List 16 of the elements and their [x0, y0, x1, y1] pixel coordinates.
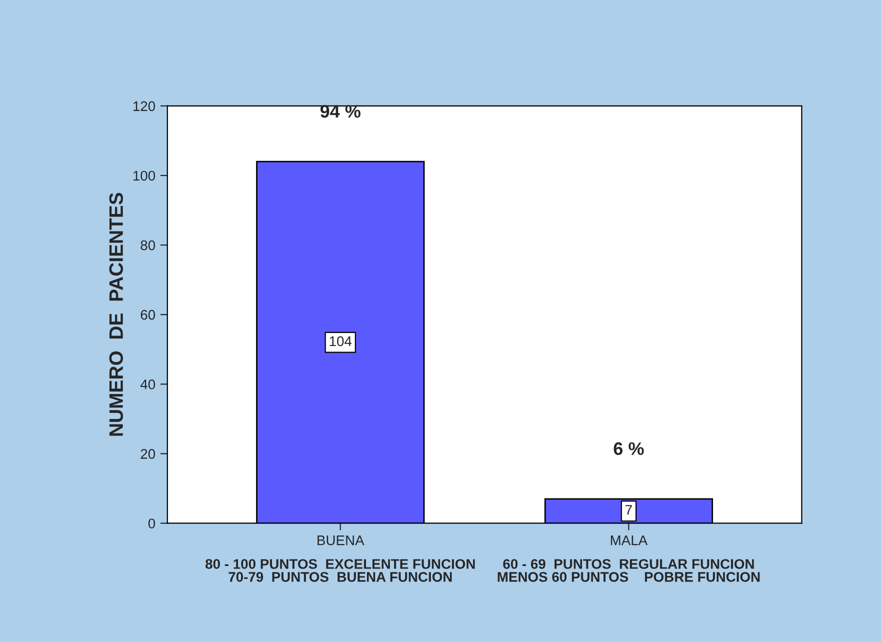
- y-tick-label: 60: [140, 310, 156, 320]
- y-tick-label: 20: [140, 449, 156, 459]
- y-tick-label: 80: [140, 240, 156, 250]
- data-label: 7: [626, 505, 632, 515]
- data-label: 104: [330, 336, 352, 346]
- annotation: 94 %: [320, 104, 360, 118]
- x-tick-label: BUENA: [318, 536, 364, 546]
- text: 80 - 100 PUNTOS EXCELENTE FUNCION 70-79 PUNTOS BUENA FUNCION: [206, 559, 475, 582]
- y-axis-title: NUMERO DE PACIENTES: [109, 192, 124, 436]
- y-tick-label: 0: [148, 518, 156, 528]
- x-tick-label: MALA: [610, 536, 648, 546]
- annotation: 6 %: [614, 442, 644, 456]
- text: 60 - 69 PUNTOS REGULAR FUNCION MENOS 60 PUNTOS POBRE FUNCION: [498, 559, 760, 582]
- y-tick-label: 40: [140, 379, 156, 390]
- y-tick-label: 100: [133, 170, 156, 181]
- y-tick-label: 120: [133, 101, 156, 112]
